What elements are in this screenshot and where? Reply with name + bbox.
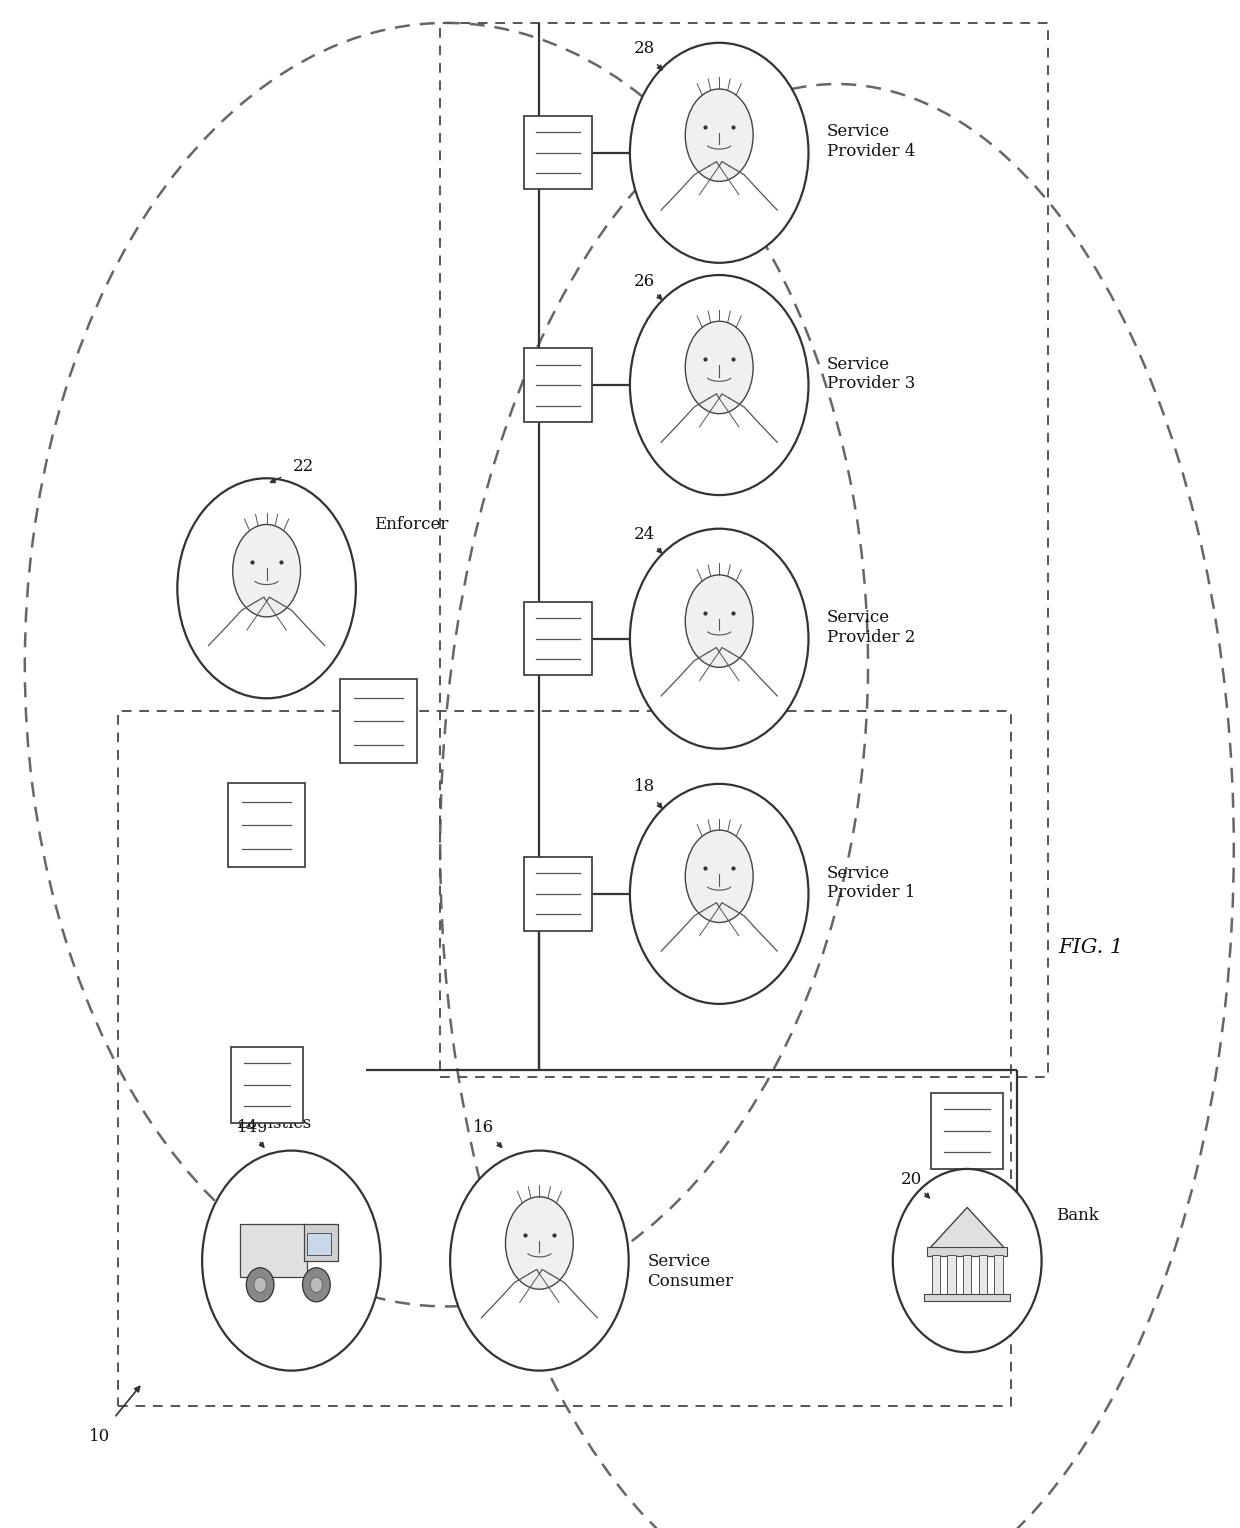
Circle shape [450,1151,629,1371]
Ellipse shape [686,830,753,923]
Bar [947,1254,956,1296]
Text: Logistics: Logistics [236,1115,311,1132]
Bar [994,1254,1003,1296]
Bar [239,1224,306,1277]
Text: 18: 18 [634,778,656,796]
Bar [978,1254,987,1296]
Circle shape [630,43,808,263]
Ellipse shape [686,321,753,414]
Ellipse shape [233,524,300,617]
Bar [931,1093,1003,1169]
Text: Service
Provider 2: Service Provider 2 [827,610,915,646]
Bar [304,1224,337,1261]
Circle shape [630,784,808,1004]
Ellipse shape [686,575,753,668]
Text: Enforcer: Enforcer [374,516,449,533]
Text: Service
Provider 1: Service Provider 1 [827,865,915,902]
Circle shape [254,1277,267,1293]
Text: Service
Consumer: Service Consumer [647,1253,733,1290]
Bar [963,1254,971,1296]
Bar [523,602,591,675]
Bar [523,348,591,422]
Bar [231,1047,303,1123]
Bar [308,1233,331,1254]
Bar [340,678,417,762]
Circle shape [247,1268,274,1302]
Bar [928,1247,1007,1256]
Circle shape [202,1151,381,1371]
Text: Service
Provider 3: Service Provider 3 [827,356,915,393]
Bar [924,1294,1011,1300]
Text: 28: 28 [634,40,656,58]
Bar [523,857,591,931]
Text: Bank: Bank [1056,1207,1099,1224]
Circle shape [893,1169,1042,1352]
Text: 14: 14 [237,1118,259,1137]
Ellipse shape [686,89,753,182]
Circle shape [310,1277,322,1293]
Circle shape [630,275,808,495]
Polygon shape [929,1207,1006,1250]
Text: Service
Provider 4: Service Provider 4 [827,124,915,160]
Text: 16: 16 [472,1118,495,1137]
Bar [932,1254,940,1296]
Bar [228,782,305,866]
Circle shape [630,529,808,749]
Circle shape [177,478,356,698]
Text: 22: 22 [293,457,315,475]
Circle shape [303,1268,330,1302]
Text: FIG. 1: FIG. 1 [1059,938,1123,957]
Ellipse shape [506,1196,573,1290]
Text: 24: 24 [634,526,656,544]
Bar [523,116,591,189]
Text: 10: 10 [88,1427,110,1445]
Text: 26: 26 [634,272,656,290]
Text: 20: 20 [900,1170,923,1189]
